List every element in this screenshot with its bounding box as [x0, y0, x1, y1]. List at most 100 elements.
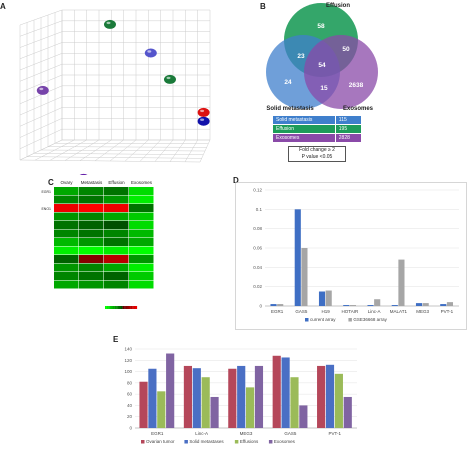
scatter-point-highlight: [39, 87, 44, 91]
heatmap-cell: [79, 229, 104, 238]
heatmap-cell: [104, 212, 129, 221]
x-tick-label: EGR1: [271, 309, 284, 314]
bar: [374, 299, 381, 306]
heatmap-cell: [79, 272, 104, 280]
heatmap-cell: [79, 212, 104, 221]
bar: [192, 368, 201, 428]
heatmap-cell: [104, 195, 129, 204]
scale-swatch: [121, 306, 123, 309]
venn-label-effusion: Effusion: [326, 3, 350, 9]
venn-label-solid: Solid metastasis: [266, 106, 314, 112]
heatmap-cell: [104, 238, 129, 246]
heatmap-cell: [79, 187, 104, 195]
y-tick-label: 40: [127, 403, 133, 408]
y-tick-label: 0.1: [256, 207, 263, 212]
heatmap-column-label: Effusion: [108, 180, 125, 185]
scatter-point: [144, 48, 157, 58]
bar: [157, 391, 166, 428]
heatmap-cell: [104, 204, 129, 212]
bar: [139, 381, 148, 428]
bar: [272, 355, 281, 428]
bar: [349, 305, 357, 306]
y-tick-label: 140: [124, 347, 132, 352]
legend-swatch: [305, 318, 309, 322]
chart-frame: [235, 182, 467, 330]
bar: [325, 290, 332, 306]
heatmap-cell: [79, 238, 104, 246]
x-tick-label: GAS5: [284, 431, 297, 436]
bar: [294, 209, 301, 306]
venn-count-effusion-exo: 50: [342, 46, 350, 53]
venn-label-exosomes: Exosomes: [343, 106, 374, 112]
bar: [415, 303, 423, 306]
y-tick-label: 0: [129, 426, 132, 431]
scale-swatch: [122, 306, 125, 309]
heatmap-cell: [54, 195, 79, 204]
bar: [299, 405, 308, 428]
heatmap-cell: [104, 246, 129, 255]
scatter-point: [164, 74, 176, 84]
panel-a-label: A: [0, 2, 6, 11]
scatter-point-highlight: [200, 109, 205, 113]
scale-swatch: [124, 306, 126, 309]
heatmap-cell: [129, 280, 154, 289]
venn-count-effusion-solid: 23: [297, 53, 305, 60]
venn-count-all: 54: [318, 62, 326, 69]
y-tick-label: 0: [259, 304, 262, 309]
venn-count-exosomes: 2638: [349, 82, 364, 89]
heatmap-cell: [129, 255, 154, 263]
scale-swatch: [130, 306, 133, 309]
heatmap-cell: [54, 229, 79, 238]
bar: [334, 373, 343, 428]
heatmap-cell: [54, 255, 79, 263]
grid-line: [26, 156, 202, 159]
bar: [166, 353, 175, 428]
bar: [440, 304, 447, 306]
x-tick-label: EGR1: [151, 431, 164, 436]
panel-a-3d-scatter: [19, 9, 211, 175]
heatmap-cell: [104, 255, 129, 263]
y-tick-label: 20: [127, 414, 133, 419]
panel-b-label: B: [260, 2, 266, 11]
x-tick-label: H19: [321, 309, 330, 314]
bar: [183, 365, 193, 428]
panel-c-label: C: [48, 178, 54, 187]
scatter-point: [79, 173, 88, 175]
heatmap-cell: [129, 263, 154, 272]
heatmap-column-label: Metastasis: [81, 180, 103, 185]
panel-b-venn: 58 23 50 54 24 15 2638 Effusion Solid metastasis…: [266, 3, 378, 112]
table-row: Effusion 195: [272, 124, 363, 134]
bar: [446, 302, 454, 306]
scatter-point: [36, 85, 49, 95]
scatter-point: [104, 19, 116, 29]
x-tick-label: PVT-1: [441, 309, 454, 314]
bar: [201, 377, 210, 428]
heatmap-cell: [54, 187, 79, 195]
heatmap-cell: [129, 272, 154, 280]
table-row: Solid metastasis 115: [272, 115, 363, 125]
bar: [237, 365, 246, 428]
legend-swatch: [348, 318, 352, 322]
bar: [246, 387, 255, 428]
y-tick-label: 0.08: [253, 226, 262, 231]
panel-d-bar-chart: 0 0.02 0.04 0.06 0.08 0.1 0.12 EGR1 GAS5 H19 HOTAI…: [235, 182, 467, 330]
y-tick-label: 100: [124, 369, 132, 374]
legend-entry: Exosomes: [274, 439, 296, 444]
bar: [343, 396, 352, 428]
legend-swatch: [141, 440, 145, 444]
heatmap-cell: [104, 221, 129, 229]
heatmap-cell: [79, 204, 104, 212]
scale-swatch: [108, 306, 110, 309]
heatmap-cell: [129, 246, 154, 255]
heatmap-cell: [104, 229, 129, 238]
heatmap-row-label: ENO1: [41, 207, 51, 211]
y-tick-label: 80: [127, 380, 133, 385]
y-tick-label: 60: [127, 392, 133, 397]
legend-entry: GSE36668 array: [353, 317, 387, 322]
fold-change-box: Fold change ≥ 2 P value <0.05: [288, 146, 346, 162]
scatter-point-highlight: [200, 118, 205, 121]
bar: [398, 259, 405, 306]
bar: [317, 365, 326, 428]
heatmap-cell: [79, 195, 104, 204]
grid-line: [47, 146, 207, 148]
